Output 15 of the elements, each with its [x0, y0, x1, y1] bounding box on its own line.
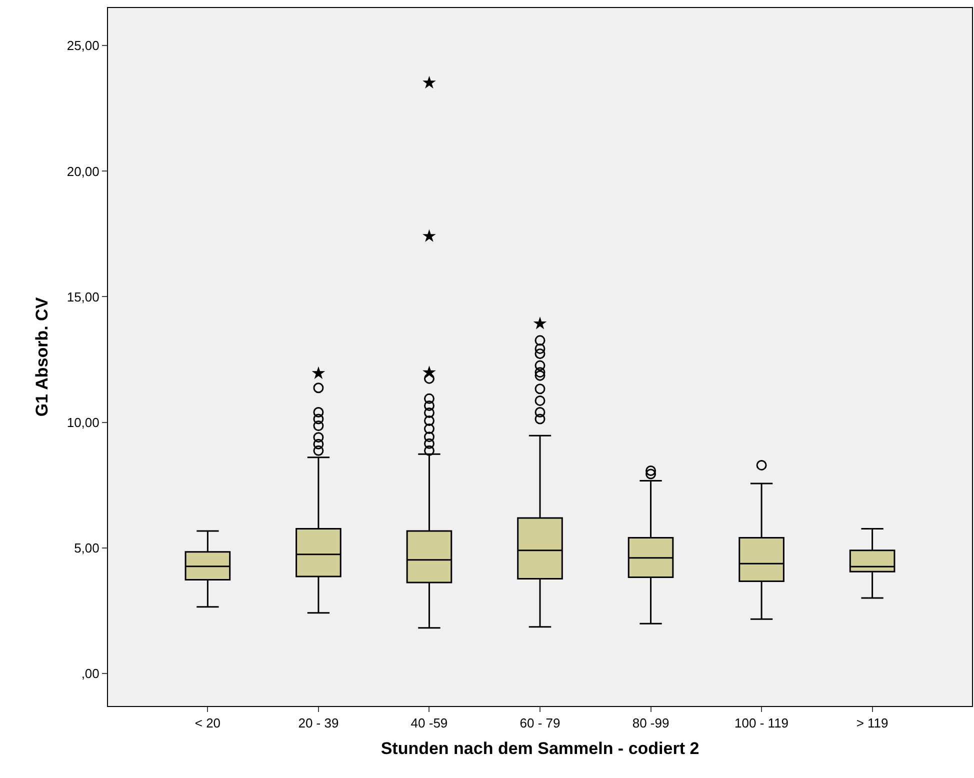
x-tick-label: 60 - 79: [520, 716, 560, 731]
y-tick-label: 25,00: [66, 38, 100, 54]
x-axis-title: Stunden nach dem Sammeln - codiert 2: [380, 739, 700, 758]
x-tick-label: < 20: [194, 716, 221, 731]
y-tick-label: 20,00: [66, 164, 100, 179]
y-tick-label: 10,00: [66, 414, 100, 430]
y-tick-label: 15,00: [66, 289, 100, 304]
y-axis-title: G1 Absorb. CV: [32, 296, 52, 417]
y-tick-label: 5,00: [74, 540, 100, 556]
x-tick-label: 100 - 119: [734, 716, 789, 731]
x-tick-label: 40 -59: [410, 716, 448, 731]
y-tick-label: ,00: [81, 666, 100, 681]
x-tick-label: 20 - 39: [298, 716, 339, 731]
x-tick-label: > 119: [856, 716, 888, 731]
x-tick-label: 80 -99: [632, 716, 670, 731]
